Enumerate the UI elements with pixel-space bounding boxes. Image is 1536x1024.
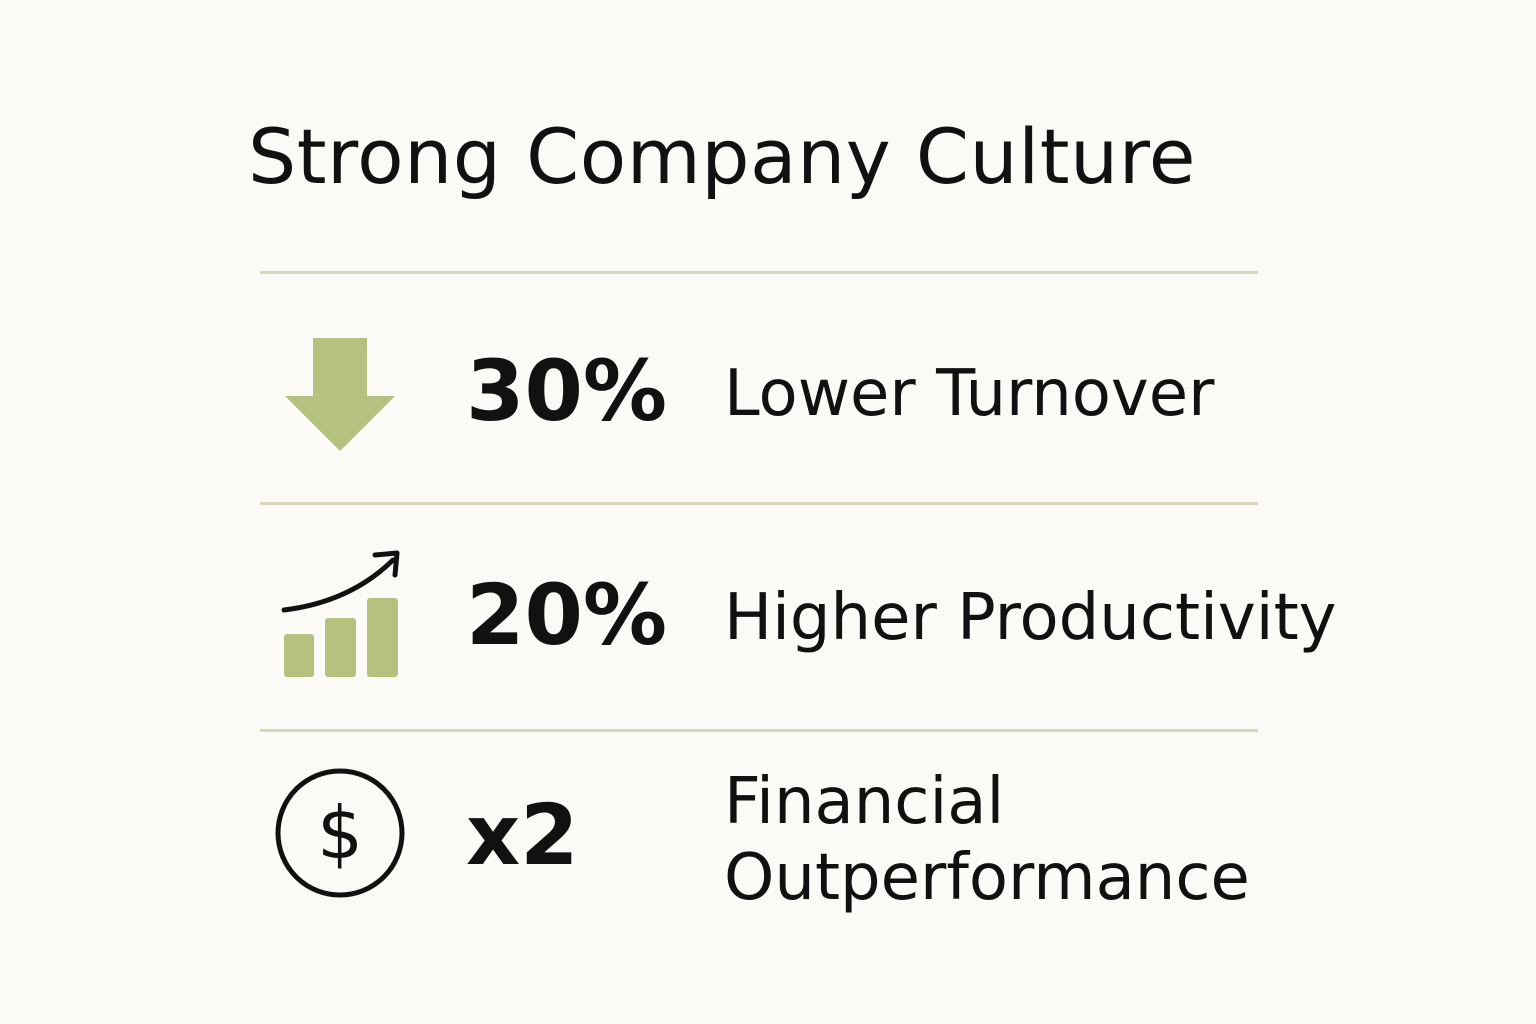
stat: 20% (466, 566, 668, 664)
stat-label: Financial Outperformance (724, 765, 1250, 915)
dollar-icon: $ (275, 768, 405, 898)
divider (260, 502, 1258, 505)
stat: x2 (466, 786, 579, 884)
growth-chart-icon (281, 550, 400, 677)
svg-text:$: $ (317, 791, 363, 875)
stat-label: Higher Productivity (724, 581, 1337, 655)
stat: 30% (466, 342, 668, 440)
stat-label: Lower Turnover (724, 357, 1215, 431)
divider (260, 271, 1258, 274)
down-arrow-icon (285, 338, 395, 451)
title: Strong Company Culture (248, 112, 1197, 201)
divider (260, 729, 1258, 732)
